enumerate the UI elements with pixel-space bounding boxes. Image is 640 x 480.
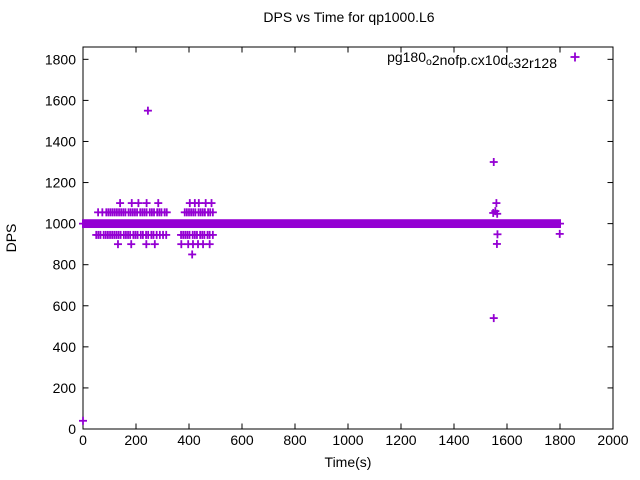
y-tick-label: 200: [53, 380, 77, 396]
legend-label-part: pg180: [387, 49, 426, 65]
y-tick-label: 600: [53, 298, 77, 314]
x-tick-label: 1400: [438, 432, 469, 448]
y-tick-label: 1600: [45, 92, 76, 108]
y-tick-label: 1000: [45, 216, 76, 232]
y-tick-label: 400: [53, 339, 77, 355]
legend-label-subscript: o: [426, 56, 432, 68]
x-tick-label: 0: [79, 432, 87, 448]
x-tick-label: 600: [230, 432, 254, 448]
y-axis-label: DPS: [3, 224, 19, 253]
x-tick-label: 200: [124, 432, 148, 448]
legend-label: pg180o2nofp.cx10dc32r128: [387, 49, 557, 71]
dense-band: [82, 219, 561, 229]
x-tick-label: 800: [283, 432, 307, 448]
y-tick-label: 1200: [45, 175, 76, 191]
chart-title: DPS vs Time for qp1000.L6: [263, 9, 434, 25]
y-tick-label: 0: [68, 421, 76, 437]
x-tick-label: 1800: [544, 432, 575, 448]
legend-label-subscript: c: [508, 59, 513, 71]
x-tick-label: 1000: [332, 432, 363, 448]
x-tick-label: 2000: [597, 432, 628, 448]
legend-label-part: 32r128: [513, 55, 557, 71]
x-tick-label: 1600: [491, 432, 522, 448]
y-tick-label: 1800: [45, 51, 76, 67]
x-tick-label: 400: [177, 432, 201, 448]
legend-label-part: 2nofp.cx10d: [432, 52, 508, 68]
plot-area: 0 200 400 600 800 1000 1200 1400 1600 1800 2000 0 20…: [45, 46, 629, 448]
x-axis-label: Time(s): [325, 454, 372, 470]
x-tick-label: 1200: [385, 432, 416, 448]
y-tick-label: 800: [53, 257, 77, 273]
y-tick-label: 1400: [45, 133, 76, 149]
